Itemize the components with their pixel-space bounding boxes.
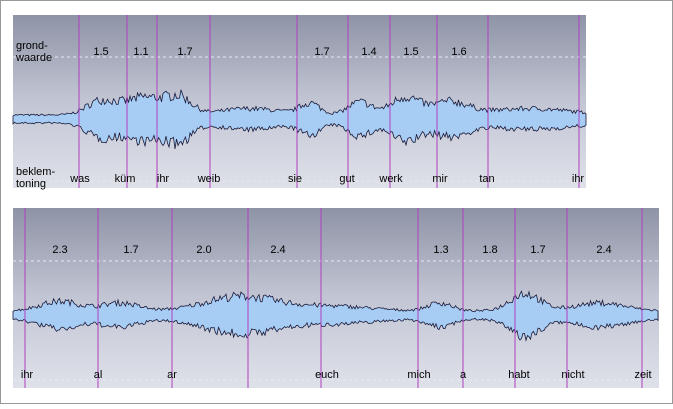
panel-background (13, 208, 659, 388)
syllable: mich (407, 369, 430, 381)
row-label: waarde (15, 52, 52, 64)
syllable: werk (378, 173, 403, 185)
pitch-value: 1.8 (482, 244, 497, 256)
syllable: tan (479, 173, 494, 185)
syllable: habt (508, 369, 529, 381)
syllable: ihr (572, 173, 585, 185)
pitch-value: 2.3 (52, 244, 67, 256)
pitch-value: 1.7 (314, 46, 329, 58)
pitch-value: 1.5 (403, 46, 418, 58)
pitch-value: 2.0 (196, 244, 211, 256)
syllable: mir (432, 173, 448, 185)
pitch-value: 2.4 (596, 244, 611, 256)
row-label: toning (16, 178, 46, 190)
syllable: gut (339, 173, 354, 185)
syllable: nicht (561, 369, 584, 381)
pitch-value: 1.7 (177, 46, 192, 58)
syllable: ihr (21, 369, 34, 381)
syllable: euch (315, 369, 339, 381)
row-label: beklem- (16, 166, 55, 178)
syllable: küm (115, 173, 136, 185)
syllable: a (460, 369, 467, 381)
pitch-value: 1.7 (530, 244, 545, 256)
syllable: sie (288, 173, 302, 185)
pitch-value: 1.4 (361, 46, 376, 58)
pitch-value: 1.5 (93, 46, 108, 58)
syllable: weib (197, 173, 221, 185)
syllable: al (94, 369, 103, 381)
pitch-value: 1.6 (451, 46, 466, 58)
syllable: zeit (634, 369, 651, 381)
pitch-value: 1.3 (433, 244, 448, 256)
panel-background (13, 15, 586, 188)
pitch-value: 1.7 (123, 244, 138, 256)
waveform (12, 89, 587, 149)
syllable: was (69, 173, 90, 185)
syllable: ar (167, 369, 177, 381)
syllable: ihr (157, 173, 170, 185)
row-label: grond- (16, 40, 48, 52)
pitch-value: 1.1 (133, 46, 148, 58)
waveform (12, 290, 659, 342)
pitch-value: 2.4 (270, 244, 285, 256)
